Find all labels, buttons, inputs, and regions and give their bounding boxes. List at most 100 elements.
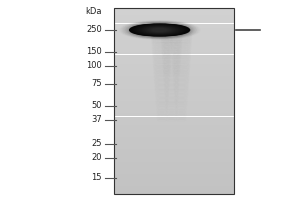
Ellipse shape bbox=[139, 26, 181, 34]
Bar bbox=[114, 153, 234, 154]
Bar bbox=[114, 186, 234, 187]
Bar bbox=[114, 44, 234, 45]
Bar bbox=[114, 130, 234, 131]
Bar bbox=[114, 63, 234, 64]
Bar bbox=[114, 33, 234, 34]
Bar bbox=[114, 32, 234, 33]
Bar bbox=[114, 151, 234, 152]
Bar bbox=[114, 72, 234, 73]
Bar bbox=[114, 100, 234, 101]
Bar bbox=[114, 76, 234, 77]
Bar bbox=[114, 166, 234, 167]
Bar bbox=[114, 54, 234, 55]
Bar bbox=[114, 190, 234, 191]
Bar bbox=[114, 57, 234, 58]
Bar bbox=[114, 144, 234, 145]
Bar bbox=[114, 99, 234, 100]
Bar bbox=[114, 55, 234, 56]
Bar bbox=[114, 82, 234, 83]
Bar bbox=[114, 34, 234, 35]
Bar bbox=[114, 167, 234, 168]
Bar bbox=[114, 116, 234, 117]
Ellipse shape bbox=[137, 26, 182, 34]
Bar bbox=[114, 71, 234, 72]
Bar bbox=[114, 156, 234, 157]
Bar bbox=[114, 104, 234, 105]
Bar bbox=[114, 127, 234, 128]
Ellipse shape bbox=[154, 29, 165, 31]
Bar bbox=[114, 18, 234, 19]
Bar bbox=[114, 25, 234, 26]
Bar bbox=[114, 180, 234, 181]
Bar bbox=[114, 8, 234, 194]
Bar bbox=[114, 28, 234, 29]
Ellipse shape bbox=[142, 27, 177, 33]
Bar bbox=[114, 123, 234, 124]
Bar bbox=[114, 179, 234, 180]
Text: 25: 25 bbox=[92, 140, 102, 148]
Bar bbox=[114, 60, 234, 61]
Ellipse shape bbox=[149, 28, 170, 32]
Text: kDa: kDa bbox=[85, 7, 102, 17]
Bar bbox=[114, 149, 234, 150]
Bar bbox=[114, 51, 234, 52]
Bar bbox=[114, 113, 234, 114]
Bar bbox=[114, 49, 234, 50]
Ellipse shape bbox=[135, 25, 184, 35]
Bar bbox=[114, 8, 234, 9]
Bar bbox=[114, 78, 234, 79]
Bar bbox=[114, 111, 234, 112]
Text: 100: 100 bbox=[86, 62, 102, 71]
Bar bbox=[114, 94, 234, 95]
Bar bbox=[114, 101, 234, 102]
Bar bbox=[114, 26, 234, 27]
Bar bbox=[114, 169, 234, 170]
Bar bbox=[114, 136, 234, 137]
Bar bbox=[114, 102, 234, 103]
Bar bbox=[114, 125, 234, 126]
Bar bbox=[114, 9, 234, 10]
Bar bbox=[114, 41, 234, 42]
Bar bbox=[114, 69, 234, 70]
Bar bbox=[114, 105, 234, 106]
Bar bbox=[114, 61, 234, 62]
Bar bbox=[114, 142, 234, 143]
Bar bbox=[114, 93, 234, 94]
Bar bbox=[114, 137, 234, 138]
Bar bbox=[114, 118, 234, 119]
Bar bbox=[114, 48, 234, 49]
Bar bbox=[114, 168, 234, 169]
Bar bbox=[114, 112, 234, 113]
Ellipse shape bbox=[127, 22, 193, 38]
Bar bbox=[114, 145, 234, 146]
Ellipse shape bbox=[136, 25, 183, 35]
Bar bbox=[114, 37, 234, 38]
Bar bbox=[114, 117, 234, 118]
Bar bbox=[114, 126, 234, 127]
Bar bbox=[114, 17, 234, 18]
Bar bbox=[114, 23, 234, 24]
Bar bbox=[114, 185, 234, 186]
Bar bbox=[114, 135, 234, 136]
Bar bbox=[114, 192, 234, 193]
Bar bbox=[114, 147, 234, 148]
Bar bbox=[114, 182, 234, 183]
Bar bbox=[114, 176, 234, 177]
Bar bbox=[114, 89, 234, 90]
Ellipse shape bbox=[148, 28, 172, 32]
Bar bbox=[114, 75, 234, 76]
Bar bbox=[114, 163, 234, 164]
Bar bbox=[114, 97, 234, 98]
Bar bbox=[114, 174, 234, 175]
Bar bbox=[114, 46, 234, 47]
Bar bbox=[114, 91, 234, 92]
Bar bbox=[114, 66, 234, 67]
Bar bbox=[114, 14, 234, 15]
Ellipse shape bbox=[145, 27, 174, 33]
Bar bbox=[114, 83, 234, 84]
Bar bbox=[114, 164, 234, 165]
Bar bbox=[114, 12, 234, 13]
Bar bbox=[114, 107, 234, 108]
Bar bbox=[114, 154, 234, 155]
Ellipse shape bbox=[150, 28, 169, 32]
